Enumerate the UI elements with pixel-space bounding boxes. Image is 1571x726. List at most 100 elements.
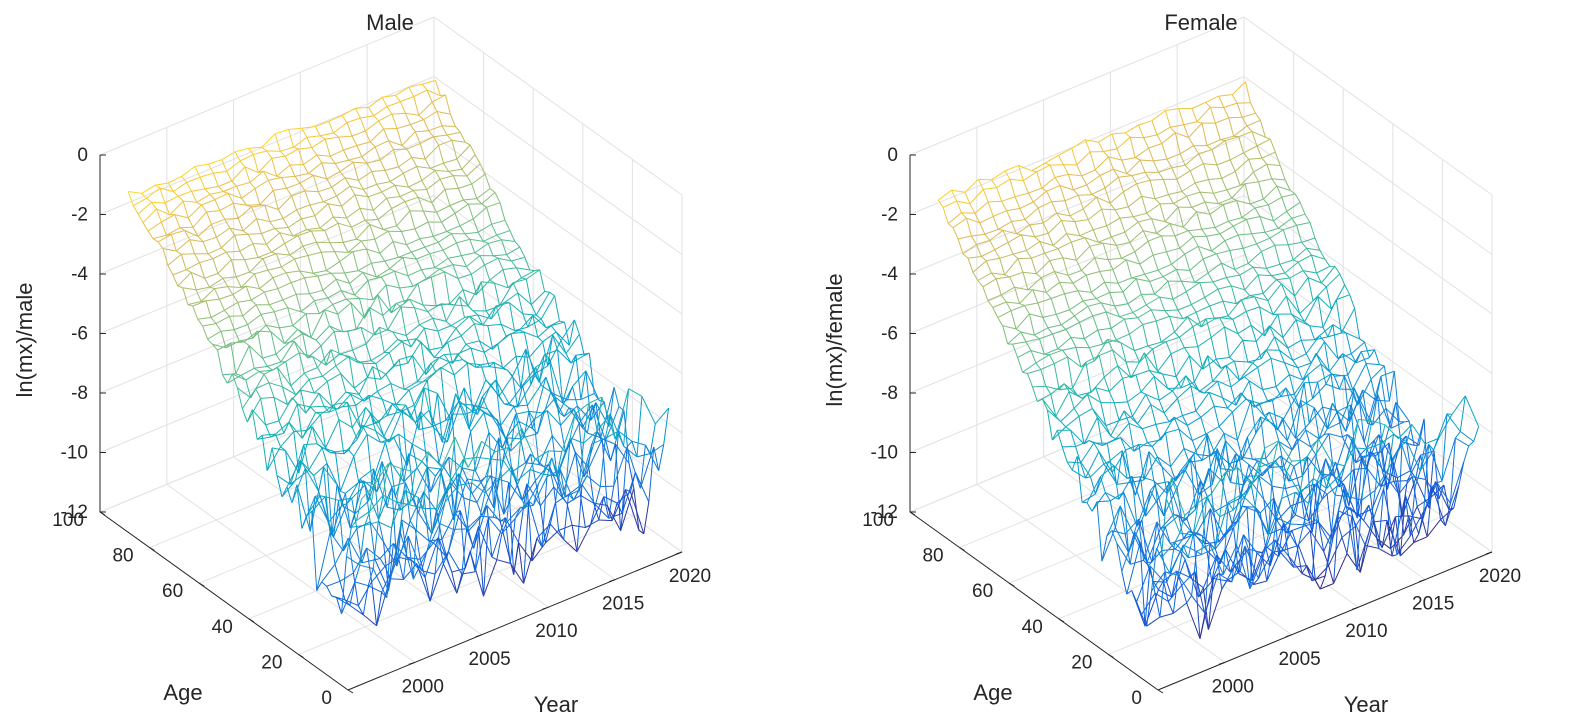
- surface-edge: [1083, 338, 1090, 348]
- surface-edge: [407, 355, 414, 364]
- surface-edge: [1170, 353, 1177, 377]
- surface-edge: [1153, 158, 1167, 162]
- surface-edge: [1328, 353, 1344, 372]
- surface-edge: [1258, 274, 1272, 277]
- surface-edge: [429, 167, 436, 171]
- surface-edge: [495, 477, 509, 483]
- floor-gridline: [166, 483, 416, 663]
- surface-edge: [1176, 170, 1191, 180]
- surface-edge: [506, 507, 521, 523]
- surface-edge: [468, 396, 483, 429]
- surface-edge: [402, 173, 409, 188]
- surface-edge: [1305, 353, 1312, 364]
- surface-edge: [581, 484, 596, 505]
- surface-edge: [319, 495, 334, 538]
- surface-edge: [982, 278, 997, 288]
- surface-edge: [227, 286, 242, 288]
- surface-edge: [601, 438, 608, 506]
- surface-edge: [305, 406, 311, 414]
- surface-edge: [1099, 175, 1106, 189]
- surface-edge: [1333, 376, 1340, 390]
- surface-edge: [449, 458, 464, 483]
- surface-edge: [481, 440, 496, 453]
- surface-edge: [1114, 303, 1128, 307]
- surface-edge: [1122, 378, 1128, 403]
- surface-edge: [533, 476, 548, 506]
- surface-edge: [1302, 270, 1309, 278]
- surface-edge: [422, 379, 428, 383]
- surface-edge: [259, 277, 274, 289]
- surface-edge: [408, 180, 423, 188]
- surface-edge: [465, 340, 480, 345]
- surface-edge: [469, 239, 476, 253]
- surface-edge: [394, 271, 401, 289]
- surface-edge: [1104, 281, 1119, 284]
- surface-edge: [1236, 494, 1243, 546]
- surface-edge: [520, 438, 526, 463]
- surface-edge: [1236, 102, 1243, 118]
- surface-edge: [306, 137, 313, 148]
- surface-edge: [274, 227, 289, 229]
- surface-edge: [464, 231, 479, 235]
- surface-edge: [1081, 493, 1096, 503]
- surface-edge: [1279, 165, 1286, 181]
- surface-edge: [1438, 414, 1453, 439]
- surface-edge: [326, 585, 333, 597]
- surface-edge: [218, 180, 232, 187]
- surface-edge: [1119, 505, 1126, 534]
- surface-edge: [368, 394, 383, 400]
- surface-edge: [421, 461, 428, 468]
- surface-edge: [1245, 181, 1259, 185]
- surface-edge: [599, 438, 606, 487]
- surface-edge: [1264, 227, 1279, 233]
- floor-gridline: [298, 515, 633, 655]
- surface-edge: [438, 537, 453, 573]
- surface-edge: [1342, 353, 1349, 376]
- surface-edge: [989, 229, 1004, 241]
- surface-edge: [376, 592, 383, 626]
- surface-edge: [378, 120, 385, 130]
- surface-edge: [952, 217, 967, 229]
- surface-edge: [1401, 444, 1416, 487]
- surface-edge: [1070, 337, 1085, 340]
- surface-edge: [591, 404, 607, 441]
- surface-edge: [1152, 348, 1159, 372]
- surface-edge: [1204, 508, 1211, 544]
- surface-edge: [401, 231, 407, 245]
- surface-edge: [1040, 363, 1055, 370]
- surface-edge: [507, 437, 521, 440]
- surface-edge: [242, 218, 257, 232]
- surface-edge: [1295, 319, 1310, 327]
- surface-edge: [1360, 351, 1367, 364]
- surface-edge: [1255, 412, 1270, 434]
- surface-edge: [1127, 195, 1143, 208]
- surface-edge: [1172, 291, 1187, 300]
- surface-edge: [1320, 583, 1334, 590]
- surface-edge: [467, 281, 482, 307]
- surface-edge: [1051, 430, 1058, 441]
- side-wall-gridline: [1243, 254, 1493, 434]
- surface-edge: [1211, 250, 1217, 255]
- surface-edge: [1204, 391, 1210, 394]
- surface-edge: [482, 379, 497, 397]
- surface-edge: [564, 489, 579, 498]
- surface-edge: [1395, 402, 1402, 442]
- surface-edge: [1122, 374, 1137, 379]
- surface-edge: [231, 373, 238, 389]
- surface-edge: [361, 146, 376, 158]
- surface-edge: [1120, 437, 1135, 452]
- surface-edge: [463, 497, 478, 503]
- surface-edge: [428, 410, 435, 428]
- surface-edge: [1107, 437, 1121, 444]
- surface-edge: [344, 272, 351, 284]
- surface-edge: [294, 459, 301, 481]
- surface-edge: [1328, 537, 1343, 566]
- surface-edge: [1313, 484, 1320, 523]
- surface-edge: [444, 187, 459, 190]
- surface-edge: [499, 282, 514, 307]
- surface-edge: [1104, 492, 1111, 502]
- surface-edge: [388, 352, 395, 367]
- surface-edge: [1034, 327, 1049, 336]
- surface-edge: [460, 335, 467, 345]
- surface-edge: [1140, 294, 1147, 306]
